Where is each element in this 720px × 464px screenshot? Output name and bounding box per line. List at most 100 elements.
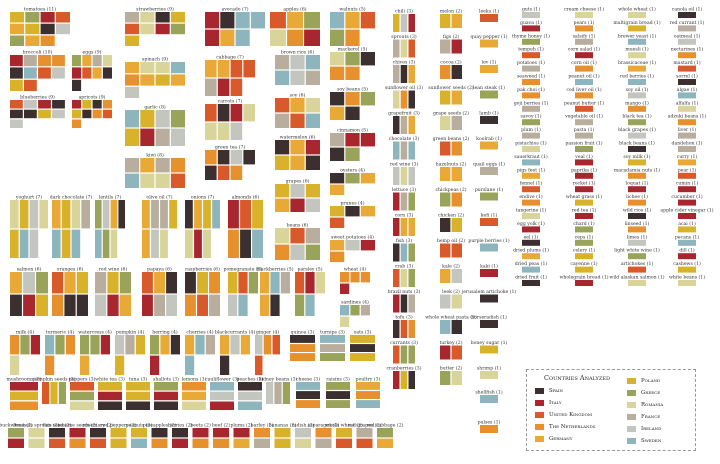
tile-cell — [82, 55, 92, 67]
tile-label: red cabbage (2) — [367, 422, 404, 429]
tile-label: adzuki beans (1) — [668, 113, 707, 120]
tile-cell — [38, 100, 51, 109]
tile-cell — [480, 218, 498, 226]
tile-cell — [40, 12, 55, 23]
tile-label: kefi (1) — [481, 212, 498, 219]
tile-cell — [290, 98, 305, 113]
tile-cell — [205, 60, 217, 78]
tile-label: sunflower seeds (2) — [428, 84, 474, 91]
tile-label: yoghurt (7) — [15, 194, 42, 201]
tile-cell — [217, 122, 230, 140]
tile-cell — [182, 401, 206, 410]
tile-label: sweet potatoes (4) — [331, 234, 374, 241]
legend-item: Romania — [627, 400, 663, 410]
tile-cell — [522, 52, 540, 59]
tile-cell — [170, 62, 185, 74]
tile-cell — [142, 294, 153, 316]
tile-cell — [356, 391, 380, 399]
tile-group: passion fruit (1) — [565, 140, 603, 152]
tile-cell — [160, 335, 170, 355]
tile-cell — [575, 253, 593, 260]
tile-cell — [230, 165, 243, 180]
tile-cell — [170, 110, 185, 128]
tile-label: chili (3) — [395, 8, 413, 15]
tile-cell — [400, 39, 408, 58]
tile-label: herring (4) — [152, 329, 178, 336]
tile-cell — [480, 425, 498, 433]
tile-cell — [400, 65, 408, 83]
tile-cell — [451, 90, 462, 105]
legend-title: Countries Analyzed — [544, 374, 610, 382]
tile-label: peppers (3) — [69, 376, 96, 383]
tile-cell — [170, 158, 185, 173]
tile-cell — [102, 67, 112, 79]
tile-group: plum (1) — [521, 126, 541, 139]
tile-cell — [160, 200, 168, 229]
tile-cell — [197, 294, 208, 316]
tile-label: lentils (7) — [99, 194, 121, 201]
tile-cell — [98, 401, 122, 410]
tile-group: mango (1) — [625, 99, 649, 112]
tile-label: whole wheat pasta (2) — [425, 314, 477, 321]
tile-cell — [102, 200, 110, 229]
tile-cell — [400, 90, 408, 109]
tile-cell — [131, 428, 147, 438]
tile-cell — [220, 29, 235, 46]
tile-cell — [408, 14, 415, 32]
tile-label: tofu (3) — [395, 314, 412, 321]
tile-cell — [480, 371, 498, 379]
tile-group: pulses (1) — [478, 419, 501, 433]
tile-cell — [400, 116, 408, 134]
tile-label: tomatoes (11) — [24, 6, 56, 13]
tile-cell — [330, 173, 345, 184]
tile-cell — [274, 438, 291, 448]
tile-label: endive (1) — [519, 193, 543, 200]
tile-label: chickpeas (2) — [435, 186, 466, 193]
tile-label: chard (1) — [573, 220, 595, 227]
tile-group: tuna (3) — [126, 376, 150, 410]
tile-cell — [628, 52, 646, 59]
tile-group: corn salad (1) — [568, 46, 600, 59]
tile-group: pecans (1) — [675, 233, 699, 246]
legend-label: France — [641, 414, 661, 420]
tile-group: pomegranate (5) — [224, 266, 263, 316]
tile-cell — [194, 229, 202, 258]
tile-cell — [154, 401, 178, 410]
tile-cell — [38, 67, 51, 79]
legend-swatch — [535, 424, 544, 430]
tile-cell — [330, 251, 345, 262]
tile-group: black grapes (1) — [618, 126, 656, 139]
tile-cell — [275, 70, 290, 85]
tile-cell — [678, 92, 696, 99]
tile-label: plum (1) — [521, 126, 541, 133]
tile-cell — [64, 272, 76, 294]
tile-group: endive (1) — [519, 193, 543, 206]
tile-cell — [326, 400, 350, 408]
tile-cell — [72, 55, 82, 67]
tile-cell — [522, 25, 540, 32]
tile-cell — [248, 272, 258, 294]
tile-cell — [315, 438, 332, 448]
tile-cell — [290, 113, 305, 128]
tile-cell — [480, 14, 498, 22]
tile-cell — [52, 294, 64, 316]
legend-item: Germany — [535, 434, 572, 444]
tile-cell — [155, 173, 170, 188]
tile-cell — [275, 140, 290, 155]
tile-label: limes (1) — [627, 233, 648, 240]
tile-cell — [24, 100, 37, 109]
tile-cell — [140, 12, 155, 23]
tile-cell — [100, 335, 110, 355]
tile-label: prunes (4) — [340, 200, 364, 207]
tile-label: cod liver oil (1) — [566, 86, 602, 93]
tile-label: shrimp (1) — [477, 365, 501, 372]
tile-cell — [480, 243, 498, 252]
tile-label: onions (7) — [191, 194, 214, 201]
tile-group: cucumber (1) — [671, 193, 703, 206]
tile-group: dried plums (1) — [513, 247, 549, 260]
tile-group: kaki (1) — [480, 263, 498, 277]
tile-group: whole wheat pasta (2) — [425, 314, 477, 334]
tile-cell — [451, 167, 462, 181]
tile-label: savoy (1) — [520, 113, 541, 120]
tile-cell — [678, 146, 696, 152]
